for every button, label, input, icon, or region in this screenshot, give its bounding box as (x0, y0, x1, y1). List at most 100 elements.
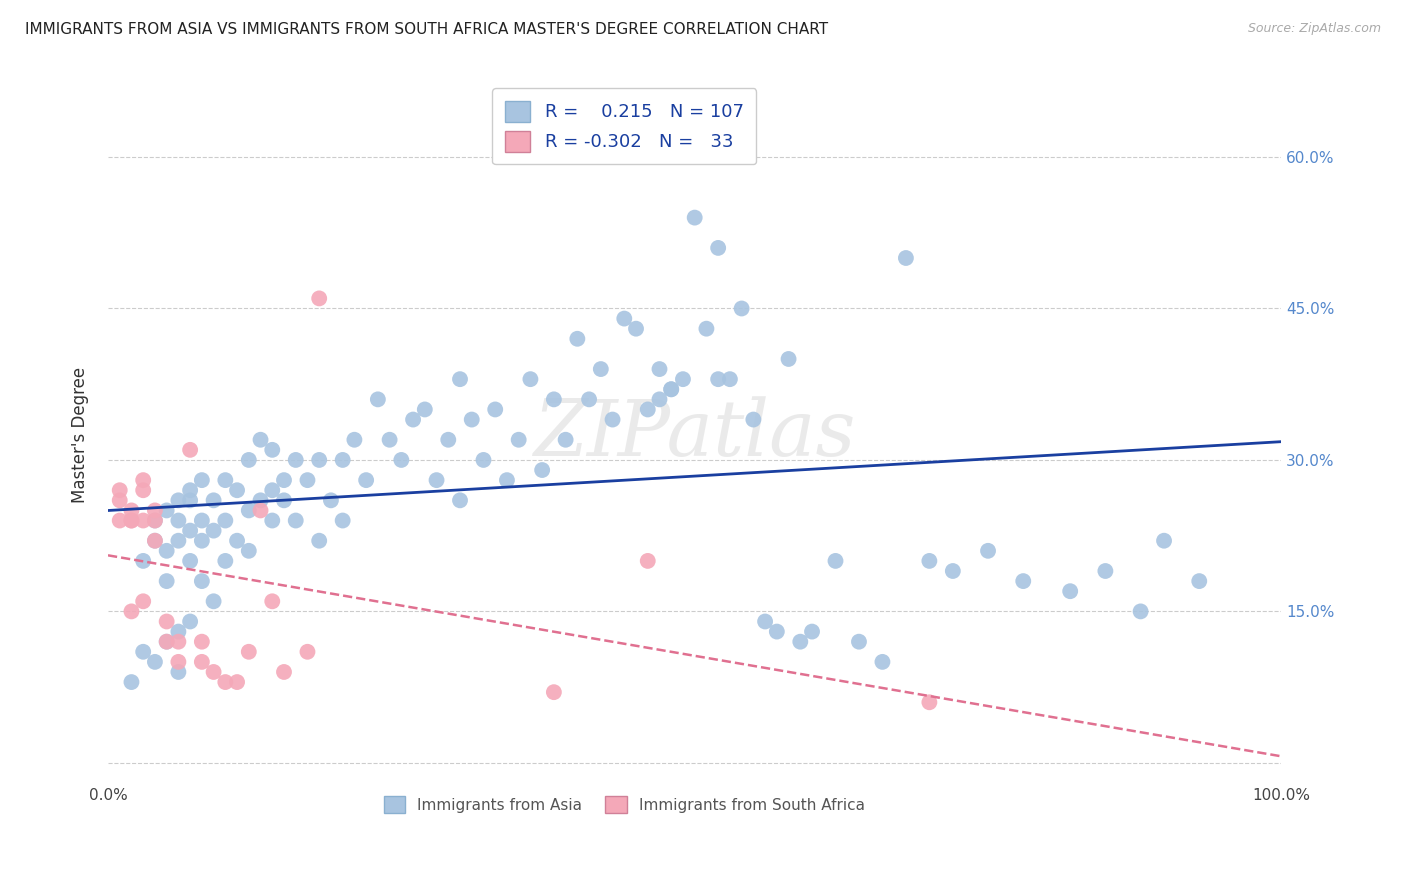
Point (918, 695, 941, 709)
Point (143, 514, 166, 528)
Point (273, 665, 295, 679)
Point (730, 301, 752, 316)
Point (567, 332, 589, 346)
Point (156, 503, 179, 517)
Point (143, 503, 166, 517)
Point (624, 321, 647, 335)
Point (531, 463, 554, 477)
Point (143, 533, 166, 548)
Point (848, 634, 870, 648)
Point (648, 362, 671, 376)
Point (202, 594, 225, 608)
Point (108, 483, 131, 498)
Point (238, 453, 260, 467)
Point (578, 392, 600, 407)
Text: Source: ZipAtlas.com: Source: ZipAtlas.com (1247, 22, 1381, 36)
Point (778, 351, 800, 366)
Point (683, 211, 706, 225)
Point (156, 634, 179, 648)
Point (718, 372, 741, 386)
Point (308, 533, 330, 548)
Point (659, 382, 682, 396)
Point (707, 241, 730, 255)
Point (872, 655, 894, 669)
Point (202, 524, 225, 538)
Point (613, 311, 636, 326)
Point (214, 554, 236, 568)
Point (367, 392, 389, 407)
Point (378, 433, 401, 447)
Point (402, 412, 425, 426)
Point (120, 604, 142, 618)
Point (167, 655, 190, 669)
Text: IMMIGRANTS FROM ASIA VS IMMIGRANTS FROM SOUTH AFRICA MASTER'S DEGREE CORRELATION: IMMIGRANTS FROM ASIA VS IMMIGRANTS FROM … (25, 22, 828, 37)
Point (543, 685, 565, 699)
Point (238, 645, 260, 659)
Point (191, 533, 214, 548)
Point (637, 554, 659, 568)
Point (707, 372, 730, 386)
Legend: Immigrants from Asia, Immigrants from South Africa: Immigrants from Asia, Immigrants from So… (373, 785, 876, 824)
Point (249, 433, 271, 447)
Point (297, 473, 319, 487)
Point (484, 402, 506, 417)
Point (273, 473, 295, 487)
Point (120, 514, 142, 528)
Point (179, 524, 201, 538)
Point (132, 483, 155, 498)
Point (942, 564, 965, 578)
Point (894, 251, 917, 265)
Point (519, 372, 541, 386)
Point (602, 412, 624, 426)
Point (425, 473, 447, 487)
Point (1153, 533, 1175, 548)
Point (824, 554, 846, 568)
Point (449, 493, 471, 508)
Point (695, 321, 717, 335)
Point (167, 665, 190, 679)
Point (672, 372, 695, 386)
Point (156, 634, 179, 648)
Point (332, 453, 354, 467)
Point (108, 493, 131, 508)
Point (449, 372, 471, 386)
Point (297, 645, 319, 659)
Point (273, 493, 295, 508)
Point (262, 514, 284, 528)
Point (179, 442, 201, 457)
Point (496, 473, 519, 487)
Point (132, 473, 155, 487)
Point (1129, 604, 1152, 618)
Point (132, 514, 155, 528)
Point (143, 655, 166, 669)
Point (249, 493, 271, 508)
Point (284, 453, 307, 467)
Point (238, 503, 260, 517)
Point (354, 473, 377, 487)
Point (132, 645, 155, 659)
Point (543, 392, 565, 407)
Point (238, 544, 260, 558)
Point (801, 624, 824, 639)
Point (554, 433, 576, 447)
Point (389, 453, 412, 467)
Point (143, 514, 166, 528)
Point (179, 483, 201, 498)
Point (742, 412, 765, 426)
Point (308, 453, 330, 467)
Point (132, 554, 155, 568)
Point (167, 533, 190, 548)
Point (319, 493, 342, 508)
Point (1188, 574, 1211, 588)
Point (191, 473, 214, 487)
Point (132, 594, 155, 608)
Point (659, 382, 682, 396)
Point (766, 624, 789, 639)
Point (413, 402, 436, 417)
Point (284, 514, 307, 528)
Point (918, 554, 941, 568)
Point (179, 554, 201, 568)
Point (167, 624, 190, 639)
Point (754, 615, 776, 629)
Point (191, 634, 214, 648)
